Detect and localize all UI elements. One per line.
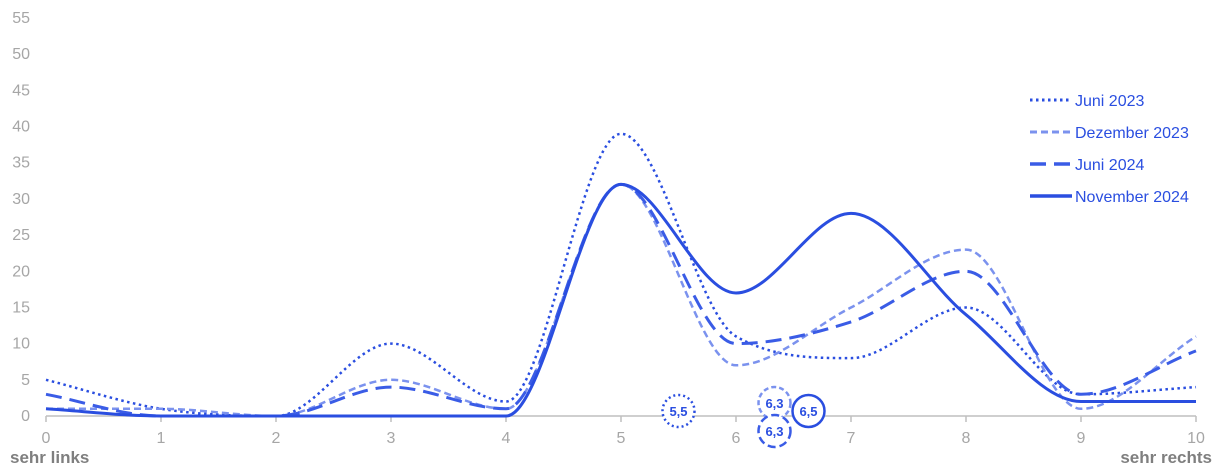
mean-marker-label: 6,3 <box>765 396 783 411</box>
series-line-1 <box>45 132 1197 418</box>
x-tick-label: 7 <box>847 430 856 447</box>
y-tick-label: 15 <box>12 299 30 316</box>
x-axis: 0 1 2 3 4 5 6 7 8 9 10 <box>42 415 1205 447</box>
x-end-label-right: sehr rechts <box>1120 448 1212 467</box>
x-end-label-left: sehr links <box>10 448 89 467</box>
y-tick-label: 0 <box>21 408 30 425</box>
x-tick-label: 8 <box>962 430 971 447</box>
legend-label-4: November 2024 <box>1075 189 1189 206</box>
y-axis-tick-labels: 0 5 10 15 20 25 30 35 40 45 50 55 <box>12 10 30 425</box>
series-line-2 <box>46 183 1197 418</box>
mean-marker-label: 6,3 <box>765 424 783 439</box>
y-tick-label: 5 <box>21 372 30 389</box>
legend-label-3: Juni 2024 <box>1075 157 1144 174</box>
y-tick-label: 25 <box>12 227 30 244</box>
x-tick-label: 1 <box>157 430 166 447</box>
series-line-3 <box>45 182 1197 418</box>
x-tick-label: 4 <box>502 430 511 447</box>
y-tick-label: 40 <box>12 119 30 136</box>
y-tick-label: 45 <box>12 82 30 99</box>
mean-marker-label: 6,5 <box>799 404 817 419</box>
mean-marker-label: 5,5 <box>669 404 687 419</box>
x-tick-label: 5 <box>617 430 626 447</box>
y-tick-label: 10 <box>12 336 30 353</box>
mean-marker-circle <box>757 413 792 449</box>
x-tick-label: 9 <box>1077 430 1086 447</box>
series-line-4 <box>45 182 1196 418</box>
mean-markers: 5,5 6,3 6,3 6,5 <box>661 385 826 449</box>
mean-marker-circle <box>661 393 696 429</box>
x-tick-label: 3 <box>387 430 396 447</box>
y-tick-label: 55 <box>12 10 30 27</box>
y-tick-label: 20 <box>12 263 30 280</box>
y-tick-label: 30 <box>12 191 30 208</box>
legend: Juni 2023 Dezember 2023 Juni 2024 November … <box>1030 93 1189 206</box>
x-tick-label: 0 <box>42 430 51 447</box>
y-tick-label: 35 <box>12 155 30 172</box>
x-tick-label: 10 <box>1187 430 1205 447</box>
legend-label-1: Juni 2023 <box>1075 93 1144 110</box>
x-tick-label: 6 <box>732 430 741 447</box>
mean-marker-circle <box>791 393 826 429</box>
series-lines <box>45 132 1197 418</box>
y-tick-label: 50 <box>12 46 30 63</box>
x-tick-label: 2 <box>272 430 281 447</box>
legend-label-2: Dezember 2023 <box>1075 125 1189 142</box>
